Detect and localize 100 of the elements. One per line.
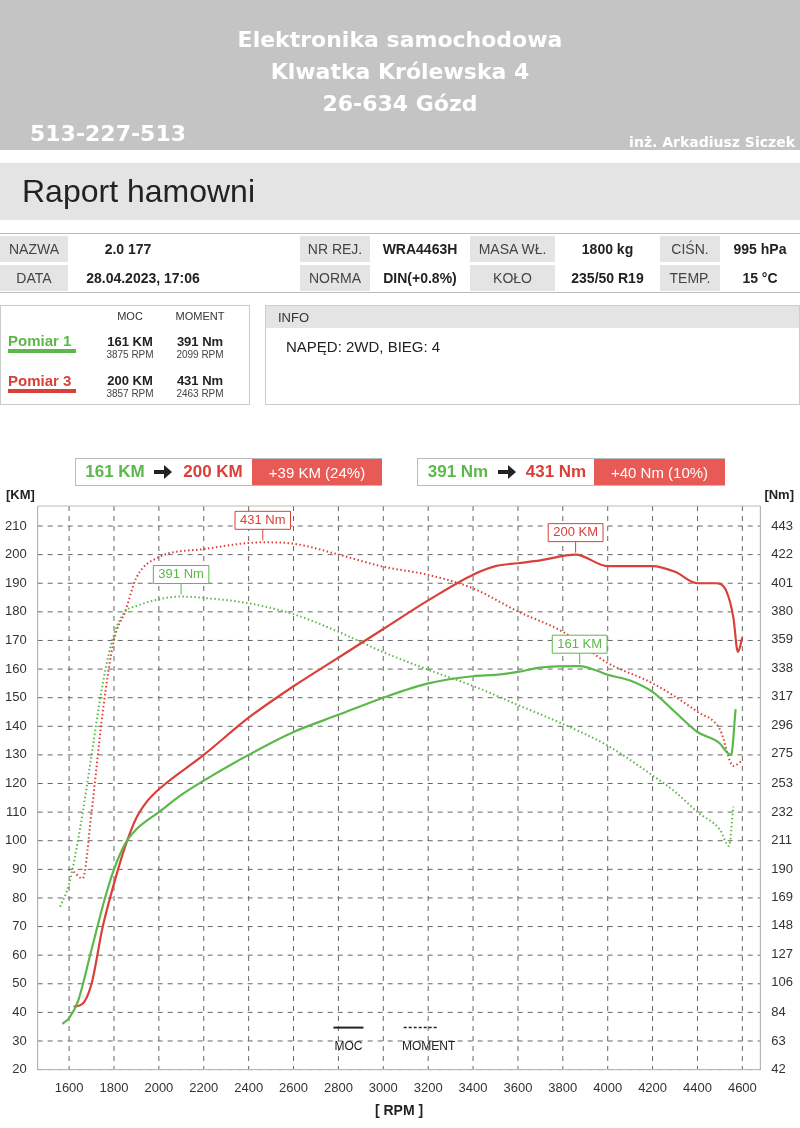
- text: 2099 RPM: [175, 348, 225, 361]
- y2-tick-label: 338: [771, 659, 794, 675]
- x-tick-label: 4600: [727, 1079, 757, 1095]
- text: +40 Nm (10%): [594, 459, 725, 485]
- y-tick-label: 80: [12, 889, 27, 905]
- y2-tick-label: 169: [771, 889, 794, 905]
- text: 161 KM: [106, 333, 154, 349]
- x-tick-label: 3000: [368, 1079, 398, 1095]
- y-tick-label: 90: [12, 860, 27, 876]
- text: KOŁO: [470, 265, 555, 291]
- y2-tick-label: 443: [771, 517, 794, 533]
- data-label: 391 Nm: [158, 566, 204, 582]
- text: MASA WŁ.: [470, 236, 555, 262]
- text: 2463 RPM: [175, 387, 225, 400]
- text: 235/50 R19: [570, 269, 645, 288]
- y2-tick-label: 42: [771, 1061, 786, 1077]
- text: +39 KM (24%): [252, 459, 382, 485]
- text: INFO: [266, 306, 799, 328]
- x-tick-label: 4200: [638, 1079, 668, 1095]
- y2-tick-label: 148: [771, 917, 794, 933]
- text: 431 Nm: [175, 372, 225, 388]
- text: MOC: [116, 309, 144, 324]
- x-tick-label: 3400: [458, 1079, 488, 1095]
- y-tick-label: 180: [4, 603, 27, 619]
- y2-tick-label: 106: [771, 974, 794, 990]
- y2-tick-label: 63: [771, 1032, 786, 1048]
- text: 200 KM: [106, 372, 154, 388]
- text: 15 °C: [741, 269, 779, 288]
- text: 3857 RPM: [105, 387, 155, 400]
- y-tick-label: 140: [4, 717, 27, 733]
- text: 28.04.2023, 17:06: [85, 269, 201, 288]
- x-tick-label: 3800: [548, 1079, 578, 1095]
- x-tick-label: 2000: [144, 1079, 174, 1095]
- y2-tick-label: 84: [771, 1004, 786, 1020]
- x-tick-label: 1800: [99, 1079, 129, 1095]
- y-tick-label: 200: [4, 546, 27, 562]
- y-tick-label: 210: [4, 517, 27, 533]
- text: TEMP.: [660, 265, 720, 291]
- y2-tick-label: 253: [771, 775, 794, 791]
- x-tick-label: 4000: [593, 1079, 623, 1095]
- y-tick-label: 60: [12, 946, 27, 962]
- text: DIN(+0.8%): [382, 269, 458, 288]
- y-tick-label: 40: [12, 1003, 27, 1019]
- y2-tick-label: 127: [771, 945, 794, 961]
- text: 431 Nm: [524, 461, 588, 483]
- annotation: MOMENT: [402, 1038, 457, 1053]
- text: 26-634 Gózd: [321, 89, 479, 118]
- y2-tick-label: 232: [771, 803, 794, 819]
- text: 161 KM: [84, 461, 146, 483]
- y-tick-label: 20: [12, 1061, 27, 1077]
- data-label: 431 Nm: [240, 511, 286, 527]
- x-tick-label: 3200: [413, 1079, 443, 1095]
- text: WRA4463H: [381, 240, 459, 259]
- y2-tick-label: 317: [771, 688, 794, 704]
- y-tick-label: 190: [4, 574, 27, 590]
- y-tick-label: 130: [4, 746, 27, 762]
- x-tick-label: 1600: [54, 1079, 84, 1095]
- text: 1800 kg: [580, 240, 635, 259]
- text: NR REJ.: [300, 236, 370, 262]
- y-axis-title: [KM]: [6, 487, 35, 503]
- text: 391 Nm: [175, 333, 225, 349]
- text: DATA: [0, 265, 68, 291]
- text: NAZWA: [0, 236, 68, 262]
- x-tick-label: 2400: [234, 1079, 264, 1095]
- y2-tick-label: 422: [771, 546, 794, 562]
- y-tick-label: 70: [12, 918, 27, 934]
- y2-tick-label: 211: [771, 832, 793, 848]
- y-tick-label: 150: [4, 689, 27, 705]
- y2-tick-label: 296: [771, 716, 794, 732]
- text: Klwatka Królewska 4: [269, 57, 531, 86]
- x-axis-title: [ RPM ]: [374, 1102, 424, 1119]
- text: 513-227-513: [30, 119, 188, 148]
- text: 995 hPa: [732, 240, 788, 259]
- text: 391 Nm: [426, 461, 490, 483]
- y2-tick-label: 275: [771, 745, 794, 761]
- y2-tick-label: 190: [771, 860, 794, 876]
- text: Elektronika samochodowa: [236, 25, 564, 54]
- text: MOMENT: [174, 309, 226, 324]
- text: NORMA: [300, 265, 370, 291]
- x-tick-label: 3600: [503, 1079, 533, 1095]
- annotation: MOC: [334, 1038, 363, 1053]
- text: CIŚN.: [660, 236, 720, 262]
- text: 2.0 177: [103, 240, 153, 259]
- text: Pomiar 3: [8, 372, 72, 389]
- y-tick-label: 50: [12, 975, 27, 991]
- text: 3875 RPM: [105, 348, 155, 361]
- y2-tick-label: 401: [771, 574, 794, 590]
- data-label: 161 KM: [557, 635, 603, 651]
- y-tick-label: 30: [12, 1032, 27, 1048]
- y2-axis-title: [Nm]: [764, 487, 794, 503]
- y2-tick-label: 380: [771, 603, 794, 619]
- x-tick-label: 2600: [279, 1079, 308, 1095]
- y-tick-label: 120: [4, 775, 27, 791]
- text: 200 KM: [182, 461, 244, 483]
- y2-tick-label: 359: [771, 631, 794, 647]
- x-tick-label: 4400: [683, 1079, 712, 1095]
- y-tick-label: 100: [4, 832, 27, 848]
- text: Pomiar 1: [8, 332, 72, 349]
- x-tick-label: 2800: [323, 1079, 353, 1095]
- x-tick-label: 2200: [189, 1079, 219, 1095]
